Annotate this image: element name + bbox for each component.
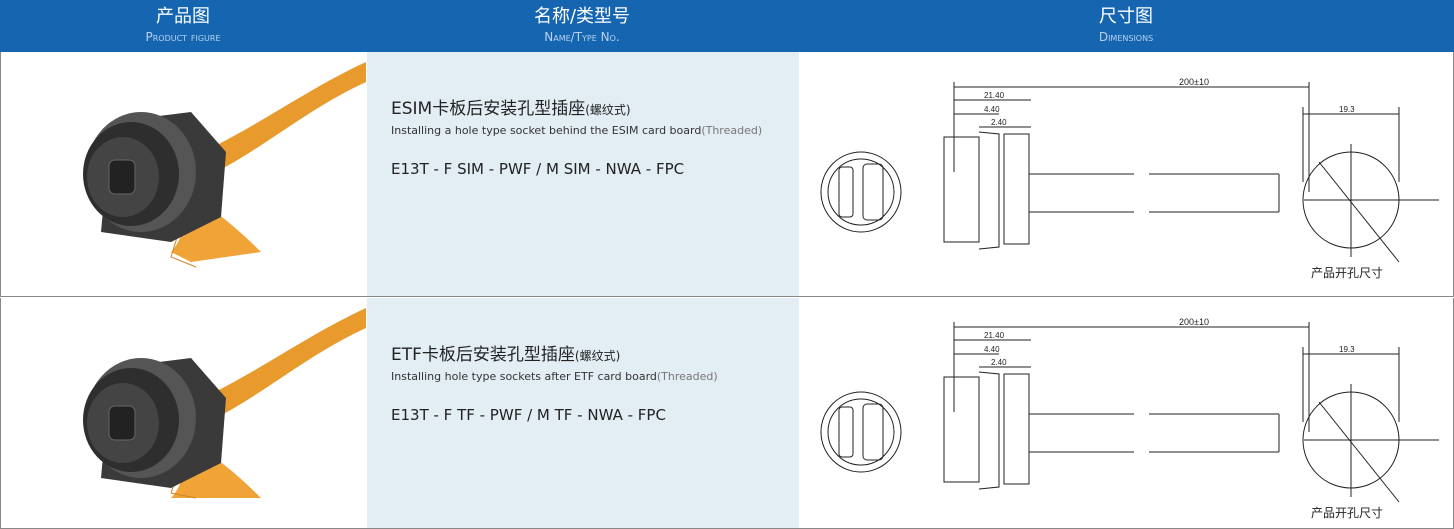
table-row: ESIM卡板后安装孔型插座(螺纹式) Installing a hole type… — [0, 52, 1454, 297]
name-cn-text: ETF卡板后安装孔型插座 — [391, 345, 575, 365]
dimension-cell: 200±10 21.40 4.40 2.40 19.3 产品开孔尺寸 — [799, 52, 1453, 296]
dim-overall: 200±10 — [1179, 77, 1209, 87]
dimension-cell: 200±10 21.40 4.40 2.40 19.3 产品开孔尺寸 — [799, 298, 1453, 528]
dimension-drawing: 200±10 21.40 4.40 2.40 19.3 产品开孔尺寸 — [820, 77, 1439, 280]
dim-length: 2.40 — [991, 118, 1007, 127]
connector — [83, 358, 226, 488]
name-cell: ETF卡板后安装孔型插座(螺纹式) Installing hole type so… — [367, 298, 799, 528]
header-subtitle: Dimensions — [1098, 30, 1154, 44]
name-cn-note: (螺纹式) — [585, 103, 631, 117]
name-en-text: Installing a hole type socket behind the… — [391, 124, 702, 137]
table-row: ETF卡板后安装孔型插座(螺纹式) Installing hole type so… — [0, 298, 1454, 529]
header-cell: 产品图 Product figure — [0, 0, 366, 52]
dim-overall: 200±10 — [1179, 317, 1209, 327]
drawing-lines — [820, 82, 1439, 263]
name-cn-note: (螺纹式) — [574, 349, 621, 363]
name-cn: ESIM卡板后安装孔型插座(螺纹式) — [391, 94, 631, 119]
product-figure — [1, 298, 366, 528]
name-en: Installing a hole type socket behind the… — [391, 124, 762, 137]
name-en-note: (Threaded) — [656, 370, 718, 383]
dim-hole: 19.3 — [1339, 345, 1355, 354]
header-cell: 尺寸图 Dimensions — [798, 0, 1454, 52]
dimension-drawing: 200±10 21.40 4.40 2.40 19.3 产品开孔尺寸 — [820, 317, 1439, 520]
header-title: 产品图 — [156, 6, 210, 27]
name-en: Installing hole type sockets after ETF c… — [391, 370, 718, 383]
name-cn: ETF卡板后安装孔型插座(螺纹式) — [391, 340, 620, 365]
hole-caption: 产品开孔尺寸 — [1311, 506, 1383, 520]
header-subtitle: Name/Type No. — [544, 30, 620, 44]
name-cell: ESIM卡板后安装孔型插座(螺纹式) Installing a hole type… — [367, 52, 799, 296]
header-cell: 名称/类型号 Name/Type No. — [366, 0, 798, 52]
name-en-text: Installing hole type sockets after ETF c… — [391, 370, 657, 383]
connector — [83, 112, 226, 242]
dim-length: 21.40 — [984, 91, 1005, 100]
dim-length: 21.40 — [984, 331, 1005, 340]
hole-caption: 产品开孔尺寸 — [1311, 266, 1383, 280]
product-image — [83, 62, 366, 268]
dim-length: 4.40 — [984, 345, 1000, 354]
header-title: 尺寸图 — [1099, 6, 1153, 27]
product-image — [83, 308, 366, 499]
product-figure — [1, 52, 366, 296]
header-subtitle: Product figure — [145, 30, 221, 44]
header-title: 名称/类型号 — [533, 6, 631, 27]
model-number: E13T - F SIM - PWF / M SIM - NWA - FPC — [391, 160, 685, 178]
model-number: E13T - F TF - PWF / M TF - NWA - FPC — [391, 406, 666, 424]
dim-length: 2.40 — [991, 358, 1007, 367]
dim-length: 4.40 — [984, 105, 1000, 114]
name-cn-text: ESIM卡板后安装孔型插座 — [391, 99, 586, 119]
dim-hole: 19.3 — [1339, 105, 1355, 114]
name-en-note: (Threaded) — [701, 124, 763, 137]
drawing-lines — [820, 322, 1439, 503]
